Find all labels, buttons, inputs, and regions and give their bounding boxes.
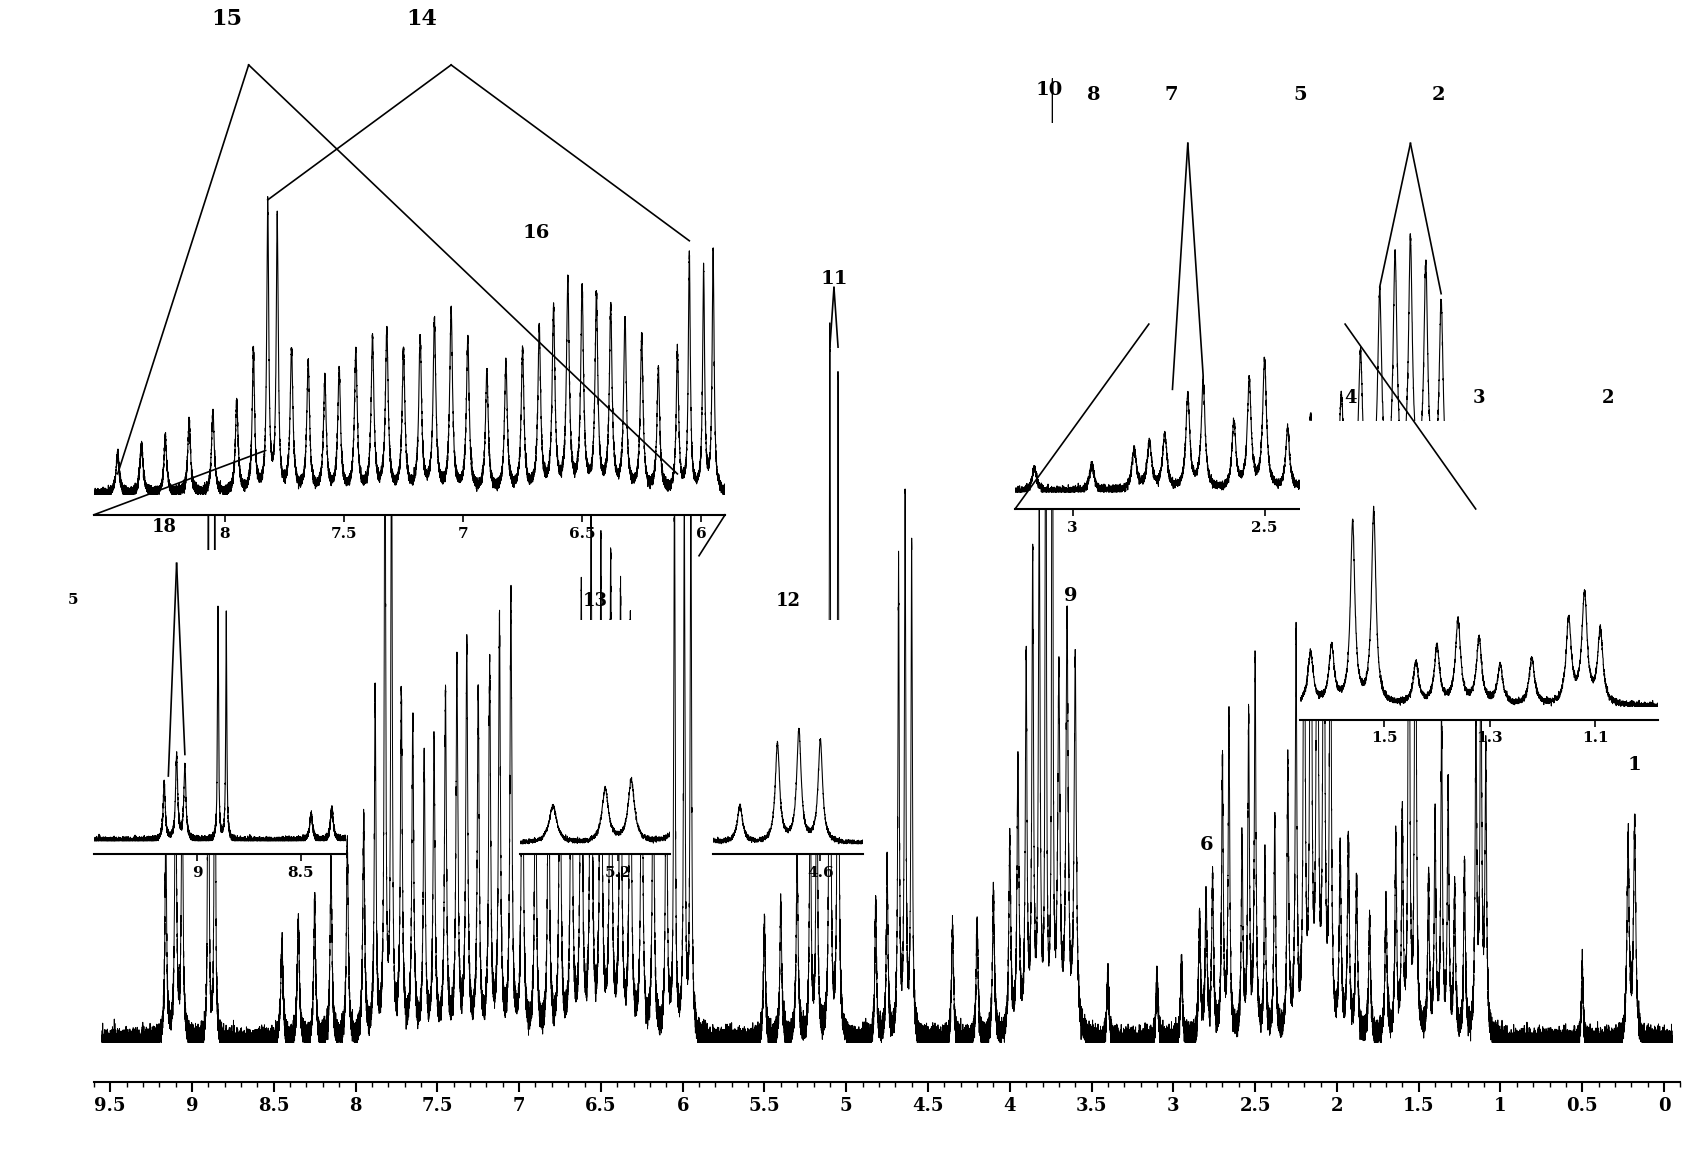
Text: 5: 5 (1309, 280, 1323, 297)
Text: 3: 3 (1434, 676, 1448, 695)
Text: 5: 5 (1292, 85, 1306, 104)
Text: 2: 2 (1601, 390, 1613, 407)
Text: 11: 11 (820, 269, 847, 288)
Text: 10: 10 (1035, 81, 1062, 98)
Text: 17: 17 (198, 140, 225, 158)
Text: 7: 7 (1165, 85, 1178, 104)
Text: 12: 12 (776, 592, 800, 610)
Text: 14: 14 (406, 8, 436, 30)
Text: 5: 5 (68, 593, 78, 607)
Text: 9: 9 (1062, 587, 1076, 605)
Text: 6: 6 (1199, 835, 1212, 854)
Text: 8: 8 (1086, 85, 1100, 104)
Text: 13: 13 (583, 592, 607, 610)
Text: 3: 3 (1471, 390, 1485, 407)
Text: 16: 16 (523, 223, 551, 241)
Text: 15: 15 (211, 8, 242, 30)
Text: 4: 4 (1391, 578, 1405, 596)
Text: 2: 2 (1430, 85, 1444, 104)
Text: 4: 4 (1344, 390, 1355, 407)
Text: 18: 18 (152, 517, 177, 536)
Text: 1: 1 (1627, 756, 1640, 775)
Text: 2: 2 (1405, 249, 1419, 268)
